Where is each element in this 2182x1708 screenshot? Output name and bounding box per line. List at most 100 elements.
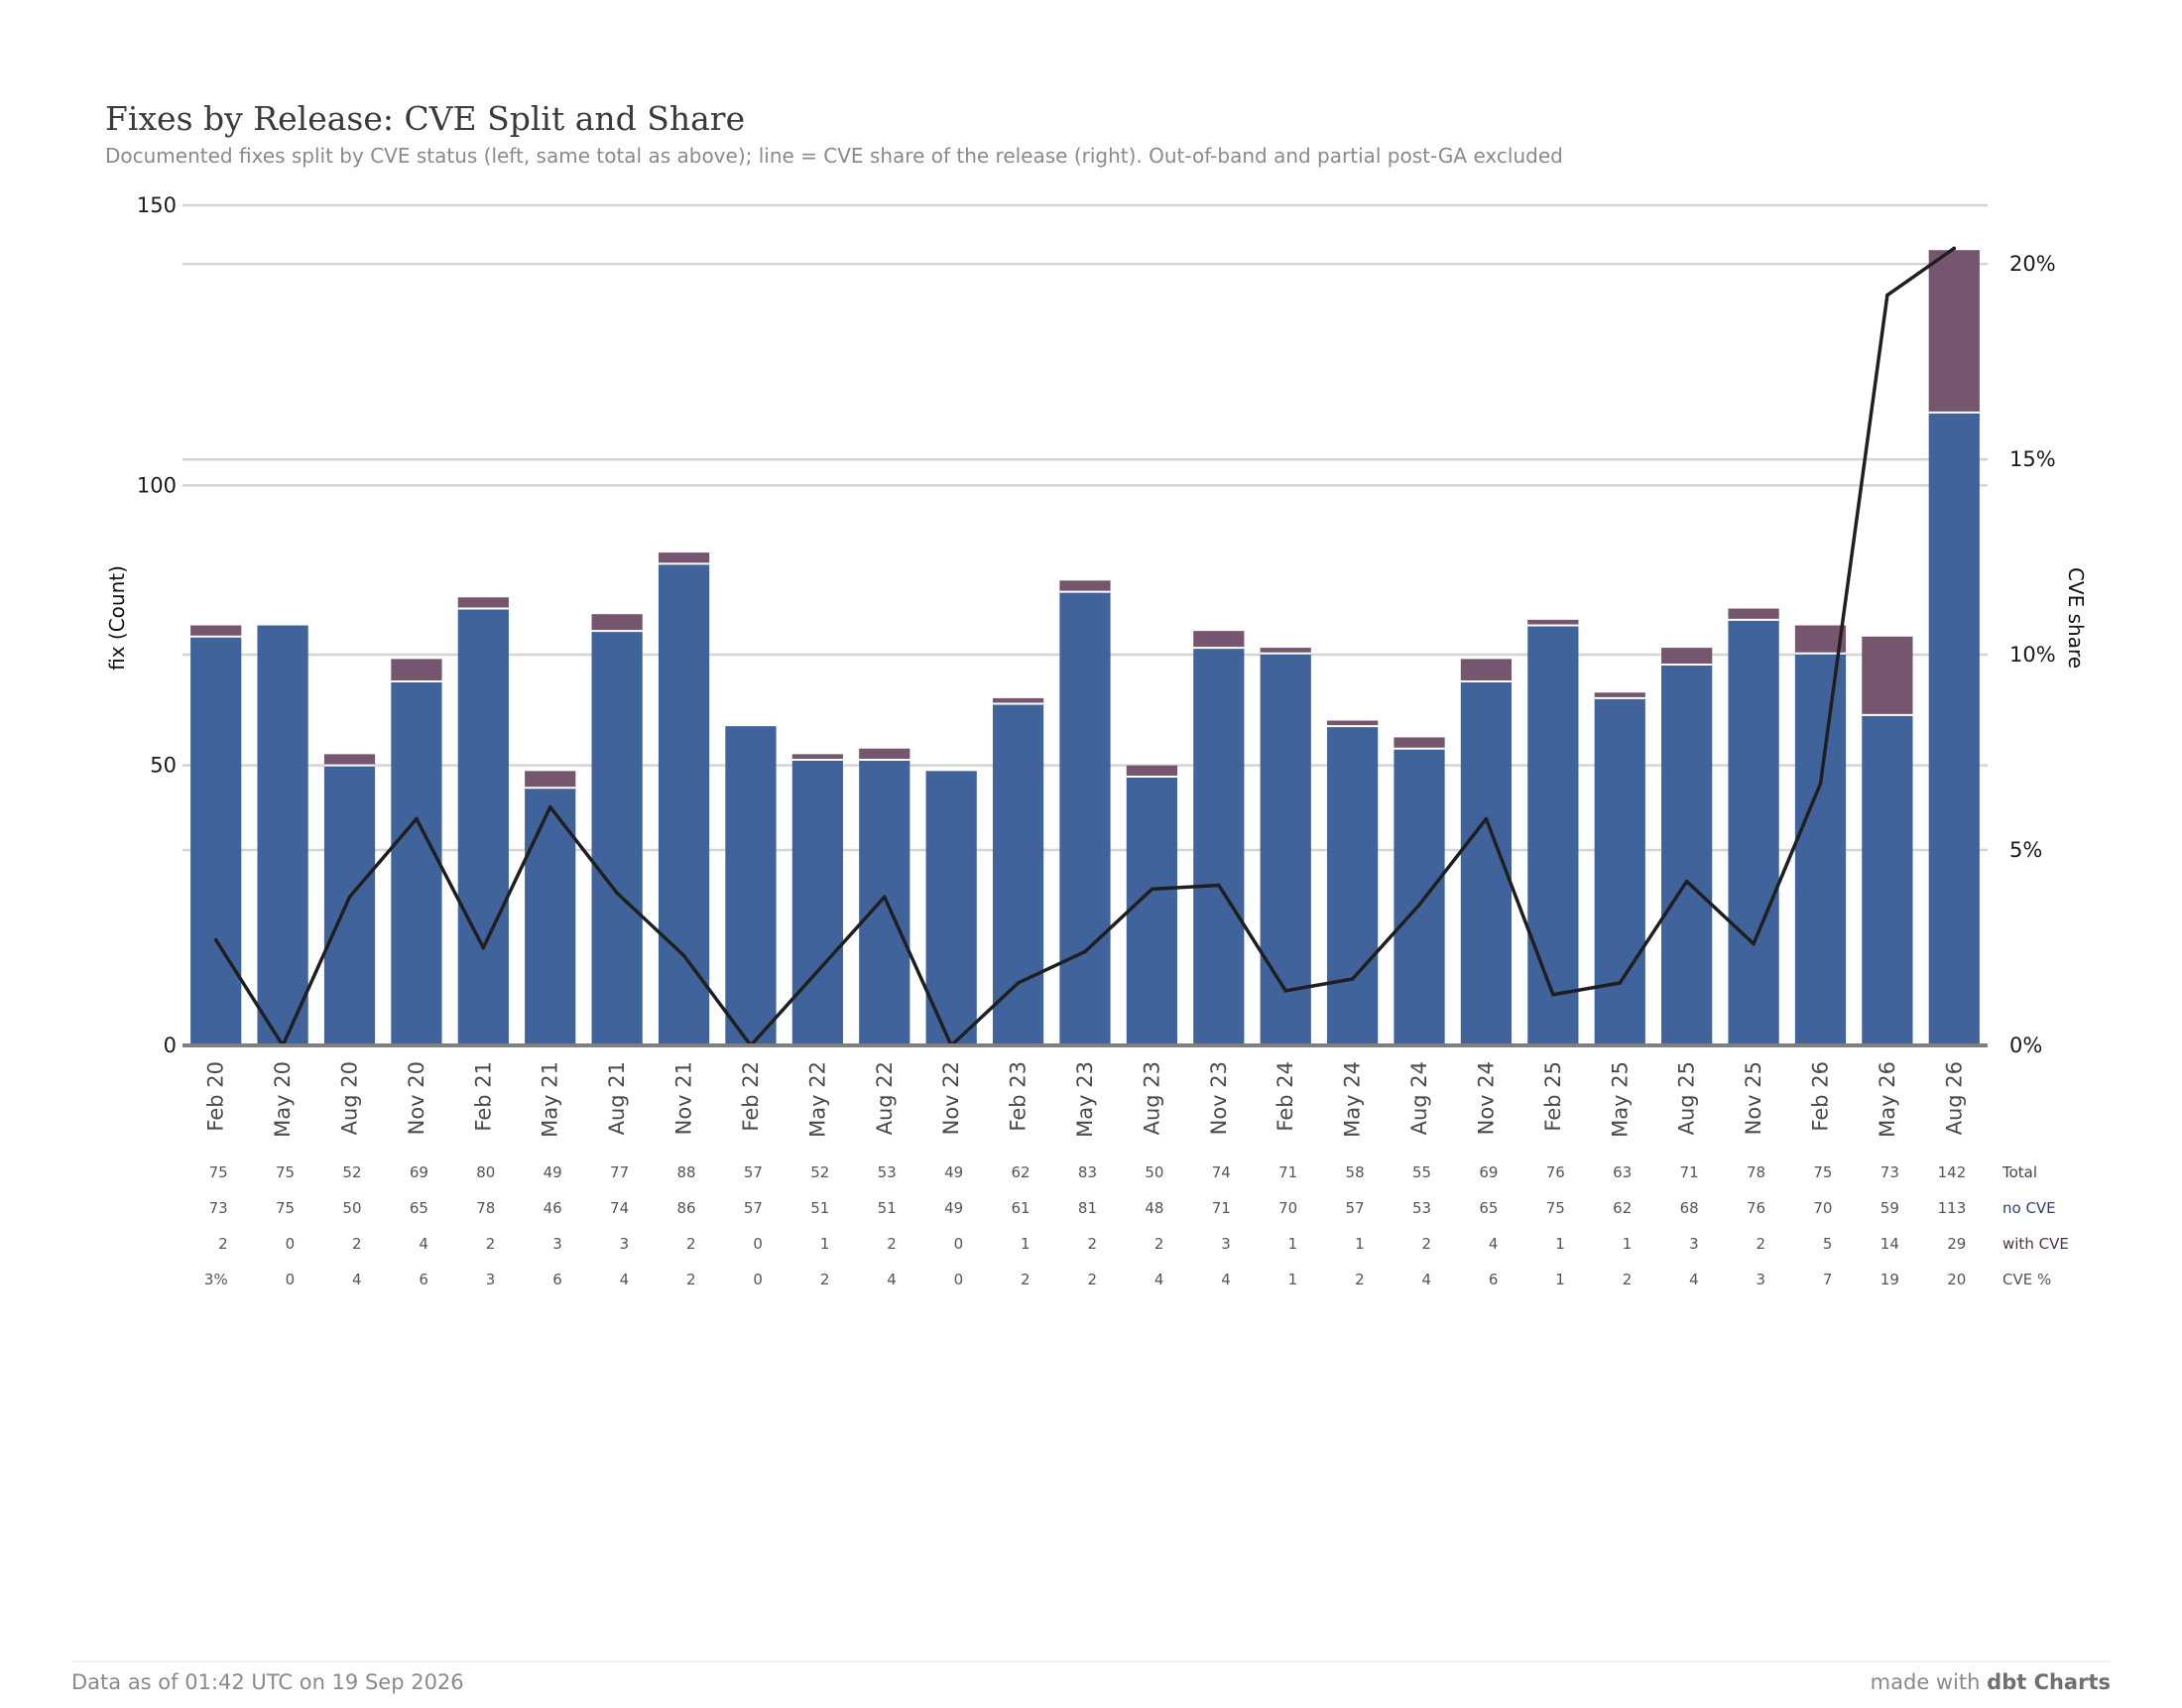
table-cell: 4 <box>1421 1271 1431 1288</box>
table-row-label: no CVE <box>2002 1199 2056 1217</box>
bar-no-cve <box>925 771 977 1045</box>
table-cell: 80 <box>476 1163 495 1181</box>
bar-no-cve <box>725 726 777 1045</box>
bar-no-cve <box>1394 748 1445 1045</box>
y-tick-label: 50 <box>150 754 177 778</box>
table-cell: 77 <box>610 1163 629 1181</box>
cve-share-point <box>681 953 686 958</box>
table-cell: 71 <box>1680 1163 1699 1181</box>
table-cell: 2 <box>218 1235 228 1253</box>
footer-credit: made with dbt Charts <box>1871 1670 2111 1694</box>
table-cell: 4 <box>419 1235 428 1253</box>
bar-no-cve <box>791 760 843 1045</box>
table-cell: 57 <box>744 1199 763 1217</box>
table-cell: 49 <box>944 1199 963 1217</box>
bar-no-cve <box>1193 648 1245 1045</box>
bar-with-cve <box>1193 631 1245 649</box>
table-cell: 46 <box>544 1199 562 1217</box>
x-tick-label: Feb 26 <box>1808 1061 1832 1132</box>
table-cell: 1 <box>820 1235 830 1253</box>
table-cell: 1 <box>1288 1235 1298 1253</box>
table-cell: 29 <box>1947 1235 1966 1253</box>
table-cell: 3 <box>620 1235 630 1253</box>
table-cell: 74 <box>610 1199 629 1217</box>
table-cell: 1 <box>1555 1235 1565 1253</box>
table-cell: 5 <box>1823 1235 1833 1253</box>
bar-with-cve <box>323 754 376 766</box>
bar-with-cve <box>1126 765 1178 777</box>
table-cell: 6 <box>552 1271 562 1288</box>
bar-no-cve <box>391 680 442 1045</box>
table-cell: 2 <box>686 1271 696 1288</box>
chart-subtitle: Documented fixes split by CVE status (le… <box>105 144 1563 168</box>
y2-tick-label: 10% <box>2009 643 2056 667</box>
table-cell: 7 <box>1823 1271 1833 1288</box>
table-cell: 63 <box>1613 1163 1632 1181</box>
table-cell: 6 <box>419 1271 428 1288</box>
x-tick-label: Aug 20 <box>338 1061 362 1135</box>
bar-with-cve <box>658 552 710 564</box>
cve-share-point <box>1618 981 1623 985</box>
y2-tick-label: 0% <box>2009 1034 2042 1057</box>
bar-with-cve <box>1327 720 1379 727</box>
y-tick-label: 0 <box>164 1034 177 1057</box>
table-cell: 2 <box>352 1235 362 1253</box>
cve-share-point <box>1885 293 1889 298</box>
bar-with-cve <box>591 614 643 632</box>
x-tick-label: Nov 22 <box>939 1061 963 1135</box>
table-cell: 51 <box>878 1199 897 1217</box>
bar-with-cve <box>1394 737 1445 749</box>
cve-share-point <box>1551 992 1555 997</box>
x-tick-label: May 24 <box>1341 1061 1365 1138</box>
table-cell: 1 <box>1288 1271 1298 1288</box>
table-cell: 0 <box>753 1235 763 1253</box>
x-tick-label: Aug 24 <box>1407 1061 1431 1135</box>
bar-with-cve <box>1460 659 1513 681</box>
table-cell: 2 <box>1087 1235 1097 1253</box>
table-cell: 51 <box>810 1199 829 1217</box>
table-cell: 3 <box>552 1235 562 1253</box>
table-cell: 50 <box>1145 1163 1163 1181</box>
table-cell: 3 <box>1689 1235 1699 1253</box>
chart-title: Fixes by Release: CVE Split and Share <box>105 99 745 138</box>
bar-with-cve <box>190 625 242 637</box>
x-tick-label: Nov 20 <box>405 1061 428 1135</box>
cve-share-point <box>481 945 486 950</box>
bar-no-cve <box>257 625 308 1045</box>
cve-share-point <box>1417 903 1421 907</box>
axes: 0 50 100 150 0% 5% 10% 15% 20% Feb 20 May 20 Aug 20… <box>137 193 2056 1138</box>
footer-credit-brand: dbt Charts <box>1987 1670 2111 1694</box>
table-cell: 48 <box>1145 1199 1163 1217</box>
table-cell: 65 <box>1479 1199 1498 1217</box>
table-cell: 75 <box>209 1163 228 1181</box>
bar-no-cve <box>1260 653 1311 1045</box>
y-tick-label: 150 <box>137 193 177 217</box>
table-cell: 74 <box>1212 1163 1231 1181</box>
table-cell: 53 <box>1412 1199 1431 1217</box>
x-tick-label: Aug 22 <box>873 1061 897 1135</box>
table-cell: 58 <box>1346 1163 1365 1181</box>
data-table: 75 75 52 69 80 49 77 88 57 52 53 49 62 83 50 74 71 58 55 69… <box>204 1163 2069 1288</box>
y-tick-label: 100 <box>137 473 177 497</box>
table-cell: 71 <box>1278 1163 1297 1181</box>
y2-tick-label: 15% <box>2009 447 2056 471</box>
bar-no-cve <box>1728 619 1779 1045</box>
table-cell: 6 <box>1489 1271 1499 1288</box>
bar-no-cve <box>1126 776 1178 1045</box>
bar-no-cve <box>525 788 576 1045</box>
table-cell: 53 <box>878 1163 897 1181</box>
x-tick-label: Aug 21 <box>605 1061 629 1135</box>
table-cell: 70 <box>1278 1199 1297 1217</box>
bar-no-cve <box>1327 726 1379 1045</box>
table-cell: 1 <box>1355 1235 1365 1253</box>
cve-share-point <box>1818 782 1823 786</box>
table-cell: 62 <box>1613 1199 1632 1217</box>
table-cell: 88 <box>676 1163 695 1181</box>
table-cell: 4 <box>1221 1271 1231 1288</box>
x-tick-label: Aug 25 <box>1675 1061 1699 1135</box>
x-tick-label: Feb 21 <box>471 1061 495 1132</box>
cve-share-point <box>1752 941 1756 946</box>
table-cell: 68 <box>1680 1199 1699 1217</box>
bar-with-cve <box>525 771 576 789</box>
bar-no-cve <box>1594 697 1645 1045</box>
